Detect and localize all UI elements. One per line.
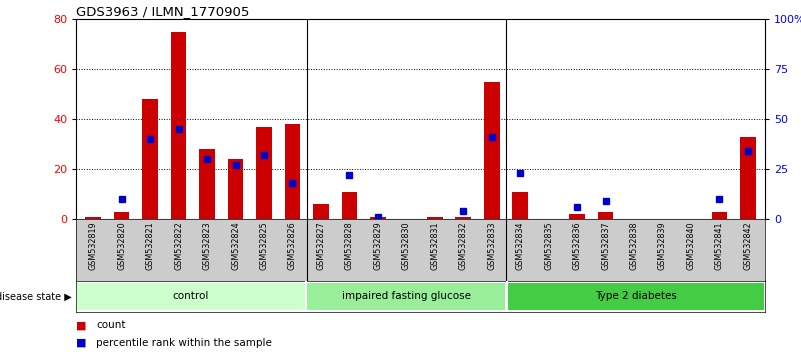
- Text: GSM532837: GSM532837: [601, 221, 610, 270]
- Text: impaired fasting glucose: impaired fasting glucose: [342, 291, 471, 302]
- Bar: [171, 32, 187, 219]
- Text: control: control: [173, 291, 209, 302]
- Text: GSM532823: GSM532823: [203, 221, 211, 270]
- Bar: [86, 217, 101, 219]
- Bar: [313, 205, 328, 219]
- Text: GSM532819: GSM532819: [89, 221, 98, 270]
- Text: GSM532839: GSM532839: [658, 221, 667, 270]
- Text: GSM532833: GSM532833: [487, 221, 496, 270]
- Bar: [508, 283, 764, 310]
- Text: GSM532832: GSM532832: [459, 221, 468, 270]
- Bar: [256, 127, 272, 219]
- Bar: [143, 99, 158, 219]
- Text: GSM532824: GSM532824: [231, 221, 240, 270]
- Text: GSM532829: GSM532829: [373, 221, 382, 270]
- Bar: [370, 217, 385, 219]
- Text: Type 2 diabetes: Type 2 diabetes: [595, 291, 677, 302]
- Text: GSM532821: GSM532821: [146, 221, 155, 270]
- Bar: [570, 215, 585, 219]
- Text: GSM532831: GSM532831: [430, 221, 439, 270]
- Bar: [598, 212, 614, 219]
- Bar: [513, 192, 528, 219]
- Bar: [114, 212, 130, 219]
- Text: GSM532835: GSM532835: [544, 221, 553, 270]
- Bar: [740, 137, 755, 219]
- Bar: [307, 283, 505, 310]
- Text: GSM532825: GSM532825: [260, 221, 268, 270]
- Text: GDS3963 / ILMN_1770905: GDS3963 / ILMN_1770905: [76, 5, 249, 18]
- Bar: [456, 217, 471, 219]
- Bar: [284, 125, 300, 219]
- Text: GSM532838: GSM532838: [630, 221, 638, 270]
- Bar: [77, 283, 304, 310]
- Text: GSM532834: GSM532834: [516, 221, 525, 270]
- Text: count: count: [96, 320, 126, 330]
- Text: GSM532828: GSM532828: [345, 221, 354, 270]
- Text: GSM532820: GSM532820: [117, 221, 126, 270]
- Text: ■: ■: [76, 320, 87, 330]
- Text: GSM532826: GSM532826: [288, 221, 297, 270]
- Text: GSM532841: GSM532841: [715, 221, 724, 270]
- Text: GSM532836: GSM532836: [573, 221, 582, 270]
- Bar: [427, 217, 443, 219]
- Text: GSM532840: GSM532840: [686, 221, 695, 270]
- Text: ■: ■: [76, 338, 87, 348]
- Bar: [341, 192, 357, 219]
- Text: GSM532830: GSM532830: [402, 221, 411, 270]
- Bar: [227, 159, 244, 219]
- Text: percentile rank within the sample: percentile rank within the sample: [96, 338, 272, 348]
- Bar: [484, 82, 500, 219]
- Text: GSM532842: GSM532842: [743, 221, 752, 270]
- Text: disease state ▶: disease state ▶: [0, 291, 72, 302]
- Bar: [711, 212, 727, 219]
- Text: GSM532827: GSM532827: [316, 221, 325, 270]
- Text: GSM532822: GSM532822: [174, 221, 183, 270]
- Bar: [199, 149, 215, 219]
